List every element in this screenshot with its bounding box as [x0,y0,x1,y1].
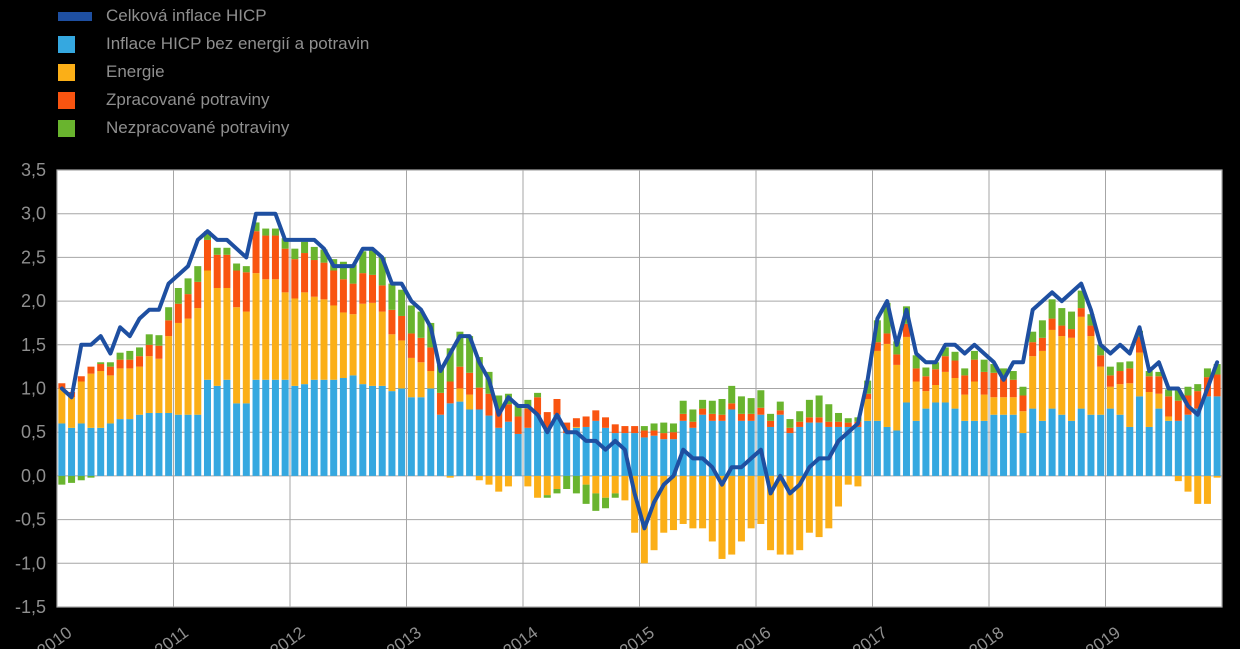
legend-item-energy: Energie [58,62,369,82]
x-tick-label: 2015 [616,623,658,649]
y-tick-label: 0,5 [21,422,46,442]
y-tick-label: 3,5 [21,160,46,180]
legend-label-unprocessed-food: Nezpracované potraviny [106,118,290,137]
chart-legend: Celková inflace HICP Inflace HICP bez en… [58,6,369,138]
legend-item-processed-food: Zpracované potraviny [58,90,369,110]
x-tick-label: 2017 [849,623,891,649]
y-axis-labels: 3,5 3,0 2,5 2,0 1,5 1,0 0,5 0,0 -0,5 -1,0 -1,5 [15,160,46,617]
plot-border [56,169,1223,608]
total-hicp-line [59,211,1220,531]
x-tick-label: 2014 [500,623,542,649]
core-hicp-swatch [58,35,75,53]
bars-processed-food [58,231,1221,440]
y-tick-label: 1,5 [21,335,46,355]
x-tick-label: 2010 [34,623,76,649]
total-hicp-line-swatch [58,11,92,21]
unprocessed-food-swatch [58,119,75,137]
y-tick-label: -1,0 [15,553,46,573]
legend-label-energy: Energie [106,62,165,81]
x-axis-labels: 2010 2011 2012 2013 2014 2015 2016 2017 2018 2019 [34,623,1124,649]
y-tick-label: 0,0 [21,466,46,486]
y-tick-label: 3,0 [21,204,46,224]
x-tick-label: 2018 [966,623,1008,649]
y-tick-label: -0,5 [15,510,46,530]
y-tick-label: 2,0 [21,291,46,311]
legend-label-core-hicp: Inflace HICP bez energií a potravin [106,34,370,53]
legend-label-total-hicp: Celková inflace HICP [106,6,267,25]
legend-label-processed-food: Zpracované potraviny [106,90,270,109]
x-tick-label: 2013 [383,623,425,649]
legend-item-total-hicp: Celková inflace HICP [58,6,369,26]
energy-swatch [58,63,75,81]
x-tick-label: 2019 [1082,623,1124,649]
y-tick-label: -1,5 [15,597,46,617]
y-tick-label: 2,5 [21,247,46,267]
y-tick-label: 1,0 [21,379,46,399]
x-tick-label: 2012 [267,623,309,649]
bars-energy [58,270,1221,564]
x-tick-label: 2016 [733,623,775,649]
legend-item-unprocessed-food: Nezpracované potraviny [58,118,369,138]
processed-food-swatch [58,91,75,109]
legend-item-core-hicp: Inflace HICP bez energií a potravin [58,34,369,54]
x-tick-label: 2011 [151,623,192,649]
